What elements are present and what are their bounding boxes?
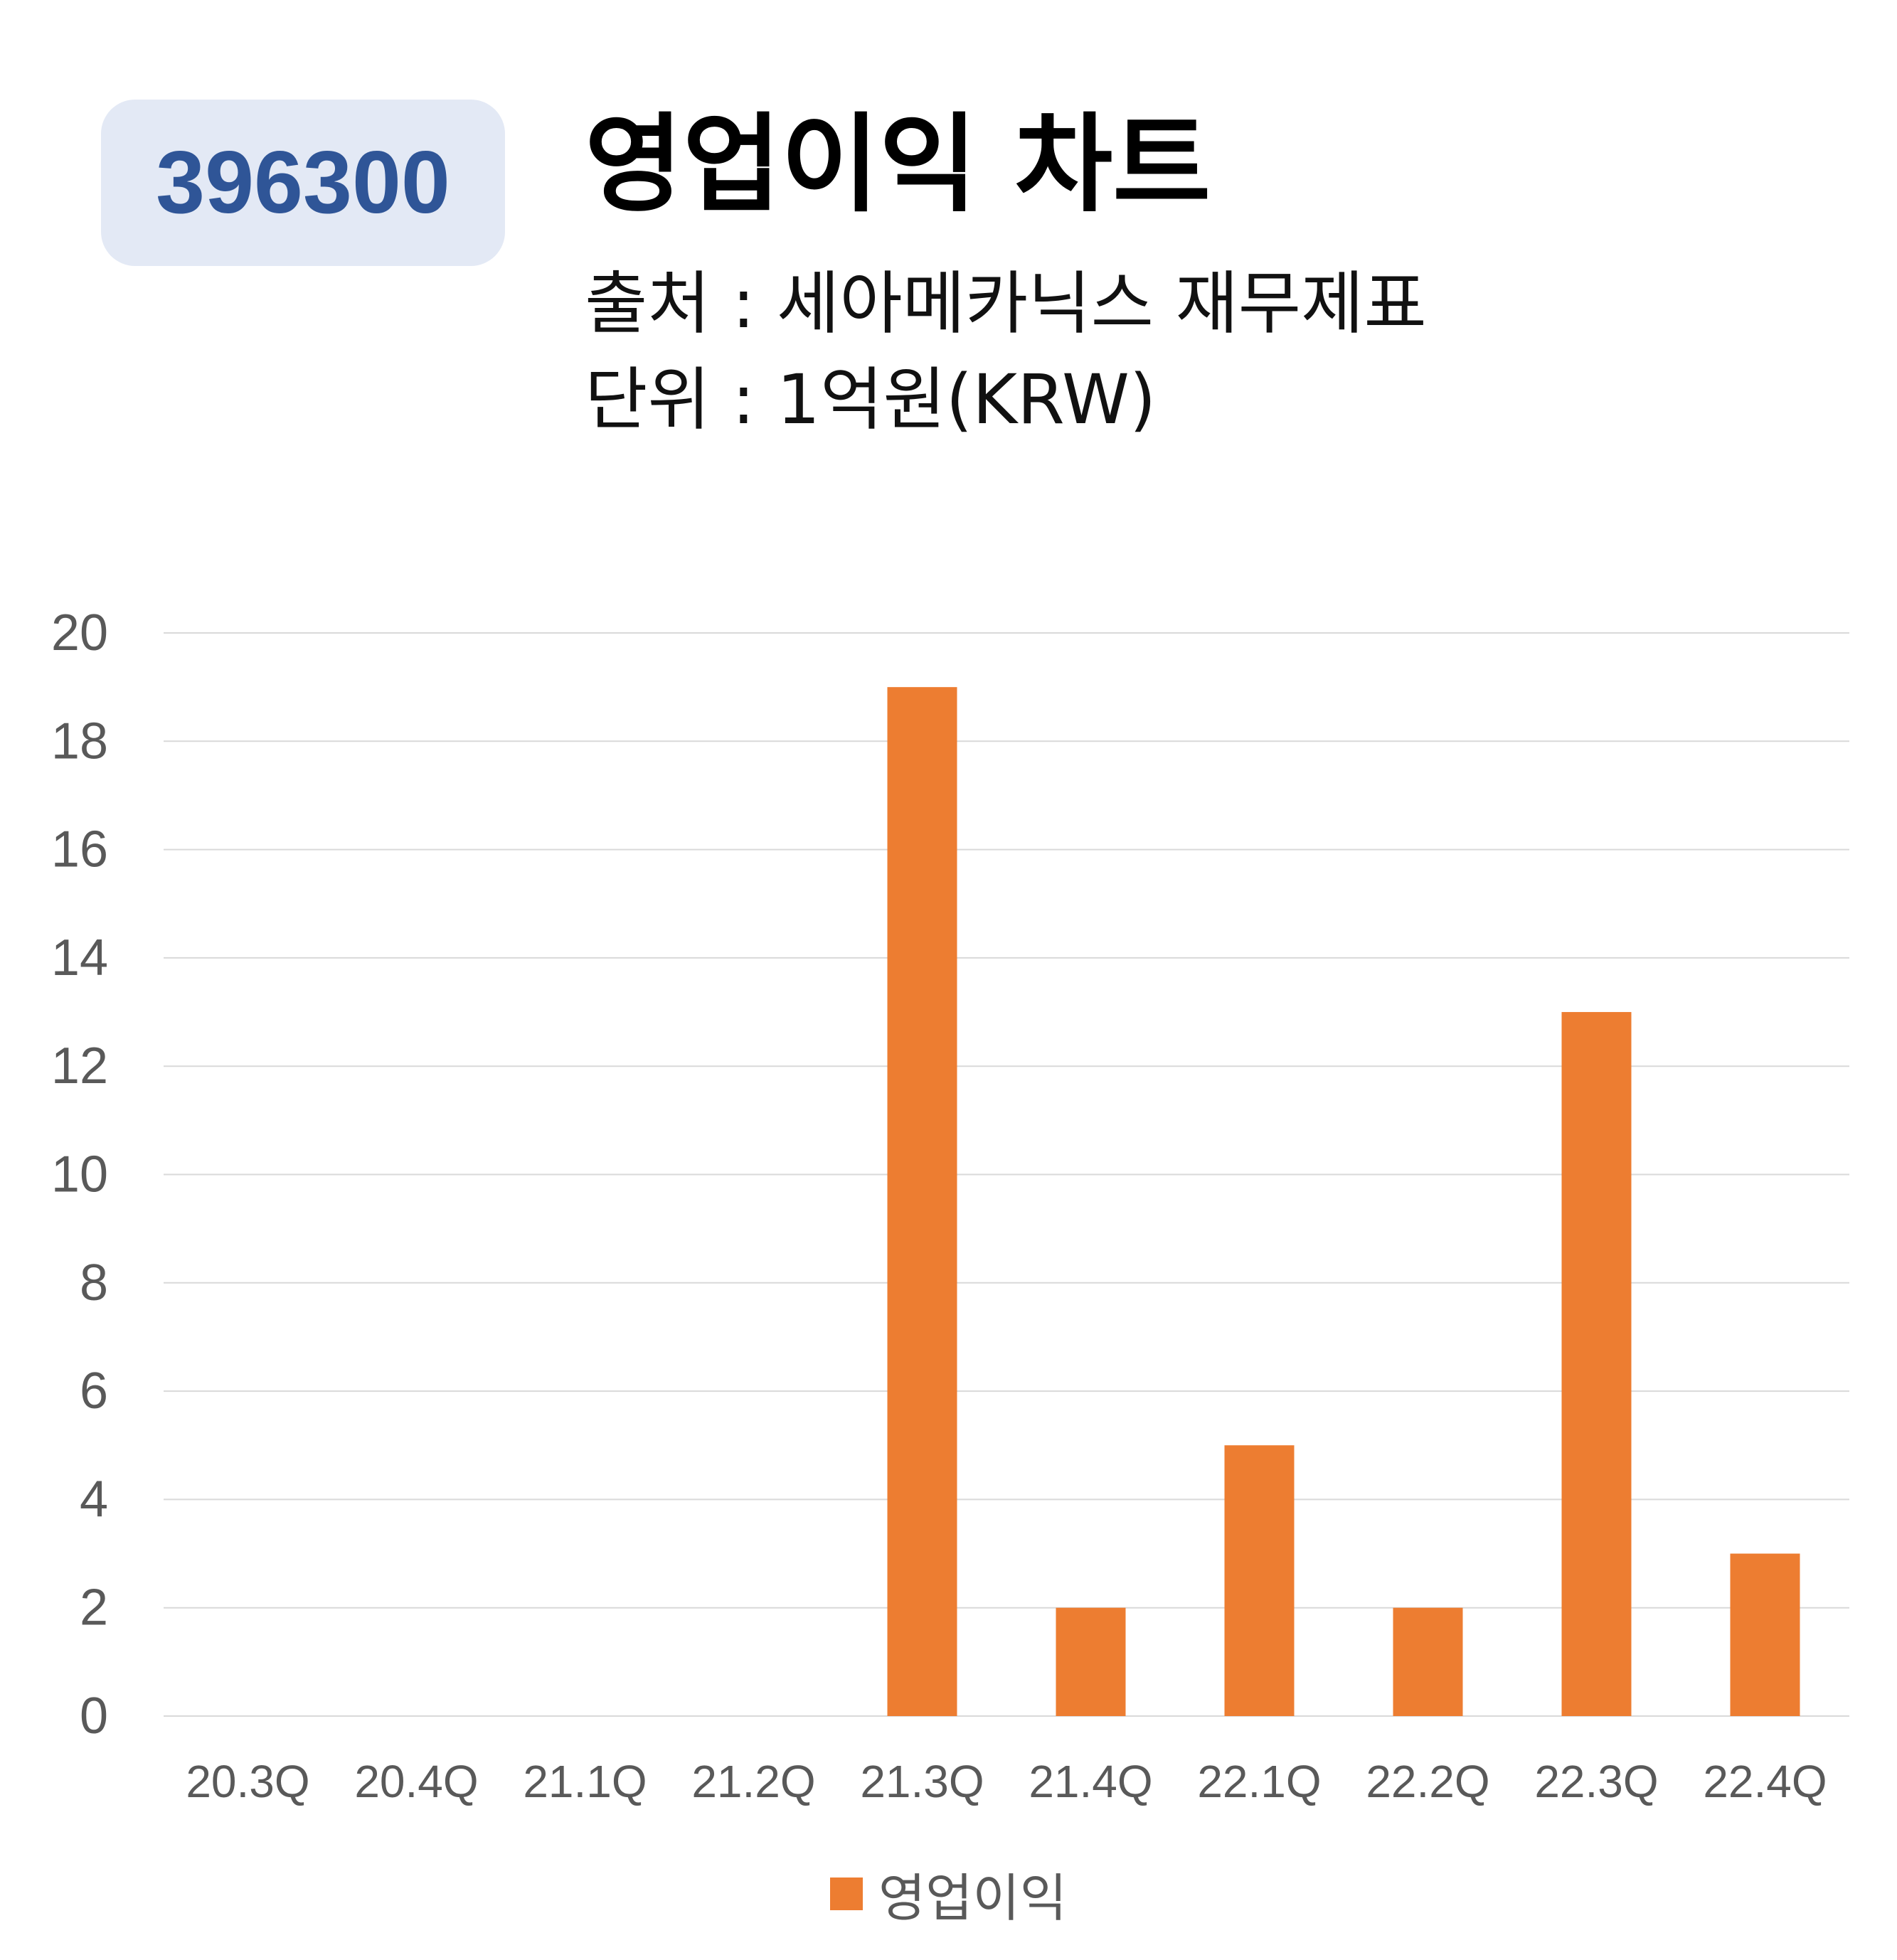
stock-code-badge: 396300 [101,100,505,266]
x-tick-label: 21.3Q [860,1756,984,1807]
x-tick-label: 21.1Q [523,1756,647,1807]
y-tick-label: 8 [80,1255,108,1311]
bar [887,687,957,1716]
x-tick-label: 22.4Q [1703,1756,1827,1807]
bar [1056,1607,1126,1716]
bar [1730,1553,1800,1716]
legend: 영업이익 [0,1856,1897,1931]
x-tick-label: 20.3Q [186,1756,309,1807]
chart-title: 영업이익 차트 [585,103,1211,227]
source-note: 출처 : 세아메카닉스 재무제표 [585,264,1427,343]
y-tick-label: 0 [80,1688,108,1745]
x-tick-label: 21.4Q [1029,1756,1152,1807]
y-tick-label: 6 [80,1363,108,1420]
y-tick-label: 12 [51,1038,108,1094]
legend-swatch [830,1877,864,1910]
unit-note: 단위 : 1억원(KRW) [585,360,1157,440]
x-tick-label: 20.4Q [354,1756,478,1807]
y-tick-label: 18 [51,713,108,769]
x-tick-label: 21.2Q [691,1756,815,1807]
x-tick-label: 22.1Q [1197,1756,1321,1807]
y-tick-label: 4 [80,1471,108,1528]
bar [1561,1012,1632,1716]
y-tick-label: 14 [51,930,108,986]
x-tick-label: 22.2Q [1366,1756,1489,1807]
bar [1224,1445,1295,1716]
y-tick-label: 10 [51,1146,108,1203]
y-tick-label: 16 [51,821,108,878]
stock-code: 396300 [156,134,450,232]
legend-label: 영업이익 [878,1868,1067,1928]
bar [1393,1607,1463,1716]
y-tick-label: 20 [51,604,108,661]
x-tick-label: 22.3Q [1534,1756,1658,1807]
y-tick-label: 2 [80,1580,108,1636]
